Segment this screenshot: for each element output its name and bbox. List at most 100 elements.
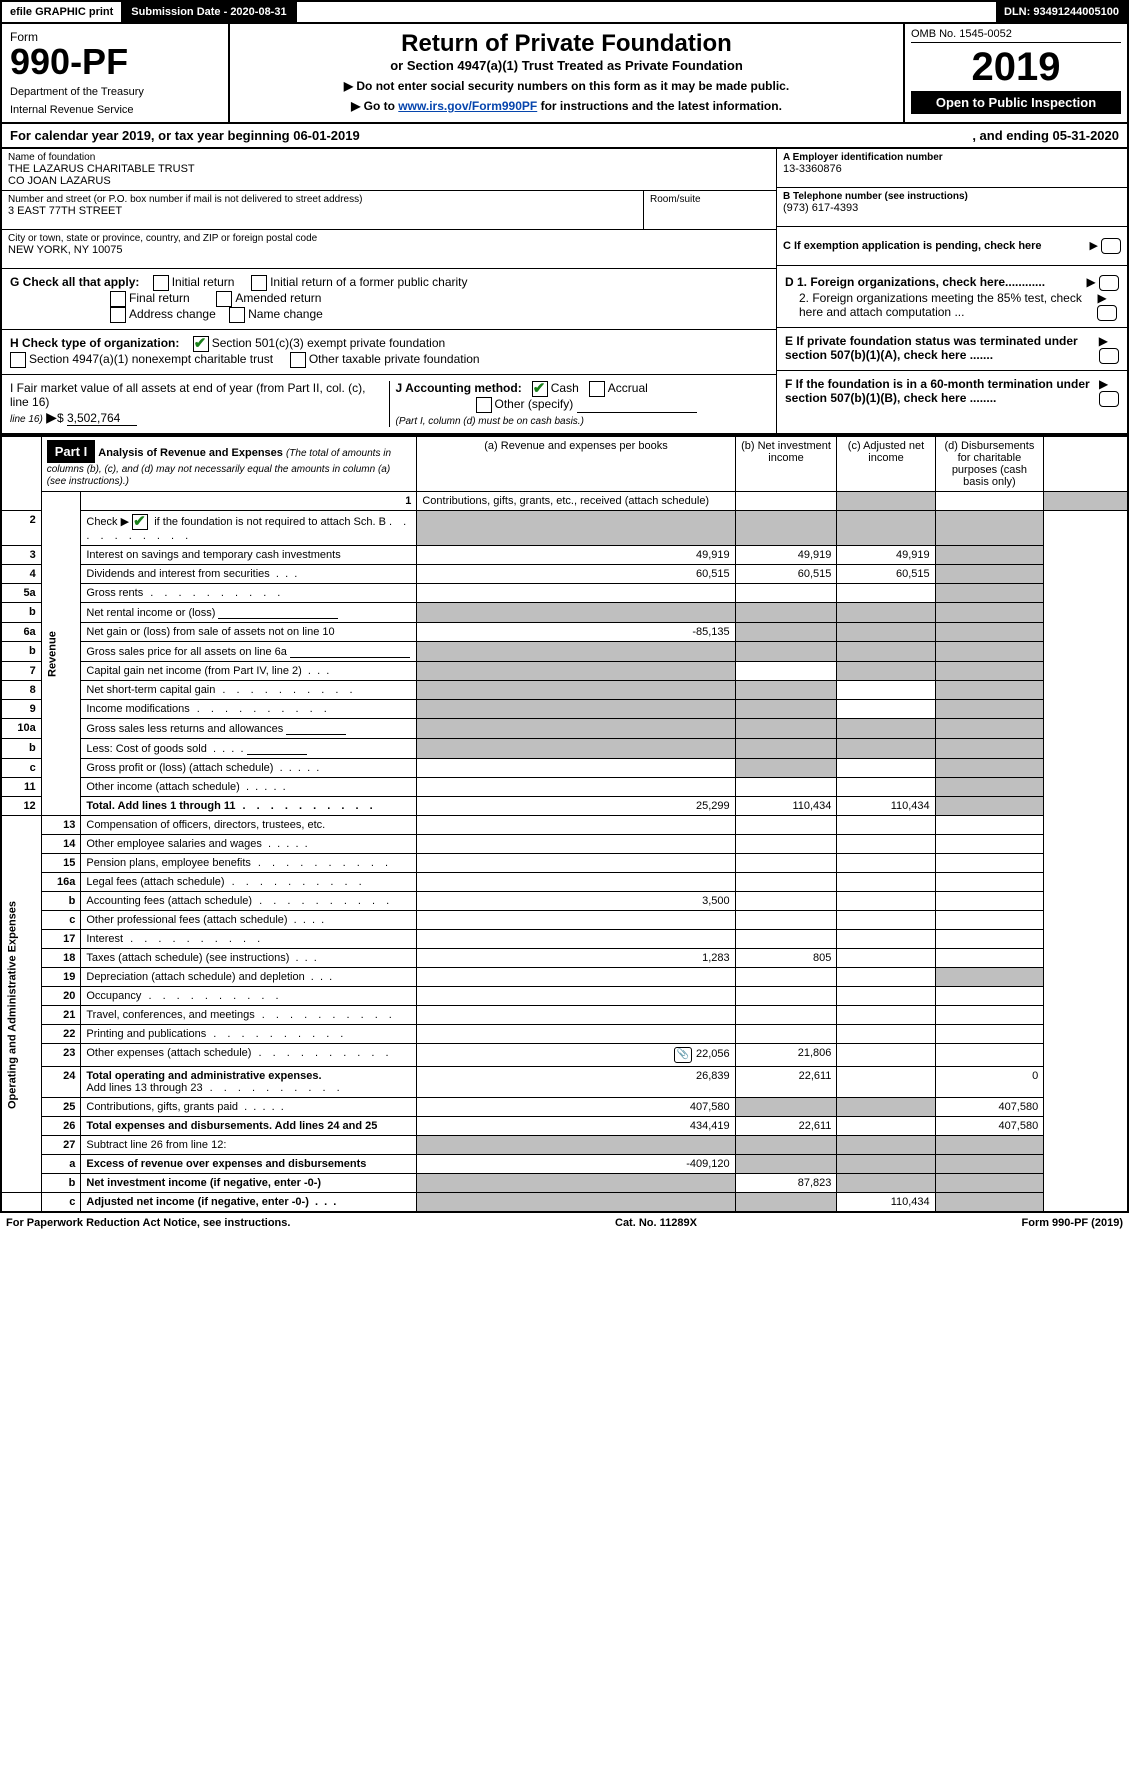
info-left-col: Name of foundation THE LAZARUS CHARITABL… <box>2 149 777 269</box>
ein-label: A Employer identification number <box>783 152 1121 163</box>
row27-desc: Subtract line 26 from line 12: <box>81 1136 417 1155</box>
row2-checkbox[interactable] <box>132 514 148 530</box>
row23-desc: Other expenses (attach schedule) <box>81 1044 417 1067</box>
room-cell: Room/suite <box>644 191 776 230</box>
city-label: City or town, state or province, country… <box>8 233 770 244</box>
row1-desc: Contributions, gifts, grants, etc., rece… <box>417 492 735 511</box>
row2-pre: Check ▶ <box>86 516 129 528</box>
h-4947-checkbox[interactable] <box>10 352 26 368</box>
h-other-checkbox[interactable] <box>290 352 306 368</box>
row19-desc: Depreciation (attach schedule) and deple… <box>81 968 417 987</box>
h-501c3-checkbox[interactable] <box>193 336 209 352</box>
top-bar: efile GRAPHIC print Submission Date - 20… <box>0 0 1129 24</box>
r25a: 407,580 <box>417 1098 735 1117</box>
d1-checkbox[interactable] <box>1099 275 1119 291</box>
row26-desc: Total expenses and disbursements. Add li… <box>81 1117 417 1136</box>
ein-cell: A Employer identification number 13-3360… <box>777 149 1127 188</box>
j-cell: J Accounting method: Cash Accrual Other … <box>390 381 769 427</box>
r3b: 49,919 <box>735 546 837 565</box>
info-right-col: A Employer identification number 13-3360… <box>777 149 1127 269</box>
r4a: 60,515 <box>417 565 735 584</box>
j-cash-label: Cash <box>551 381 579 395</box>
efile-label: efile GRAPHIC print <box>2 2 123 22</box>
r18a: 1,283 <box>417 949 735 968</box>
row8-desc: Net short-term capital gain <box>81 681 417 700</box>
r23b: 21,806 <box>735 1044 837 1067</box>
e-checkbox[interactable] <box>1099 348 1119 364</box>
row21-desc: Travel, conferences, and meetings <box>81 1006 417 1025</box>
footer-right: Form 990-PF (2019) <box>1022 1217 1123 1229</box>
h-4947-label: Section 4947(a)(1) nonexempt charitable … <box>29 352 273 366</box>
r25d: 407,580 <box>935 1098 1044 1117</box>
g-addr-checkbox[interactable] <box>110 307 126 323</box>
d1-label: D 1. Foreign organizations, check here..… <box>785 275 1045 291</box>
part1-title: Analysis of Revenue and Expenses <box>98 447 283 459</box>
r3c: 49,919 <box>837 546 935 565</box>
h-other-label: Other taxable private foundation <box>309 352 480 366</box>
g-amended-checkbox[interactable] <box>216 291 232 307</box>
g-name-label: Name change <box>248 307 323 321</box>
ghi-left: G Check all that apply: Initial return I… <box>2 269 777 433</box>
f-checkbox[interactable] <box>1099 391 1119 407</box>
addr-label: Number and street (or P.O. box number if… <box>8 194 637 205</box>
j-other-checkbox[interactable] <box>476 397 492 413</box>
note-1: ▶ Do not enter social security numbers o… <box>240 79 893 93</box>
i-value: 3,502,764 <box>67 411 137 426</box>
row6a-desc: Net gain or (loss) from sale of assets n… <box>81 623 417 642</box>
attachment-icon[interactable]: 📎 <box>674 1047 692 1063</box>
name-label: Name of foundation <box>8 152 770 163</box>
row18-desc: Taxes (attach schedule) (see instruction… <box>81 949 417 968</box>
header: Form 990-PF Department of the Treasury I… <box>0 24 1129 124</box>
foundation-name2: CO JOAN LAZARUS <box>8 175 770 187</box>
note2-post: for instructions and the latest informat… <box>541 99 782 113</box>
part1-header: Part I <box>47 440 96 463</box>
g-initialformer-label: Initial return of a former public charit… <box>270 275 467 289</box>
row11-desc: Other income (attach schedule) . . . . . <box>81 778 417 797</box>
header-left: Form 990-PF Department of the Treasury I… <box>2 24 230 122</box>
row10a-desc: Gross sales less returns and allowances <box>81 719 417 739</box>
d2-checkbox[interactable] <box>1097 305 1117 321</box>
title-sub: or Section 4947(a)(1) Trust Treated as P… <box>240 58 893 73</box>
row27a-desc: Excess of revenue over expenses and disb… <box>81 1155 417 1174</box>
city-value: NEW YORK, NY 10075 <box>8 244 770 256</box>
address-cell: Number and street (or P.O. box number if… <box>2 191 644 230</box>
r24d: 0 <box>935 1067 1044 1098</box>
g-initial-checkbox[interactable] <box>153 275 169 291</box>
j-cash-checkbox[interactable] <box>532 381 548 397</box>
row16b-desc: Accounting fees (attach schedule) <box>81 892 417 911</box>
r26b: 22,611 <box>735 1117 837 1136</box>
j-other-blank[interactable] <box>577 400 697 413</box>
c-checkbox[interactable] <box>1101 238 1121 254</box>
col-a-header: (a) Revenue and expenses per books <box>417 436 735 492</box>
dept-line1: Department of the Treasury <box>10 86 220 98</box>
header-right: OMB No. 1545-0052 2019 Open to Public In… <box>903 24 1127 122</box>
r23a: 📎22,056 <box>417 1044 735 1067</box>
col-c-header: (c) Adjusted net income <box>837 436 935 492</box>
g-initialformer-checkbox[interactable] <box>251 275 267 291</box>
row7-desc: Capital gain net income (from Part IV, l… <box>81 662 417 681</box>
r27c-c: 110,434 <box>837 1193 935 1213</box>
j-note: (Part I, column (d) must be on cash basi… <box>396 416 584 427</box>
g-final-checkbox[interactable] <box>110 291 126 307</box>
h-label: H Check type of organization: <box>10 336 179 350</box>
irs-link[interactable]: www.irs.gov/Form990PF <box>398 99 537 113</box>
e-row: E If private foundation status was termi… <box>777 328 1127 371</box>
e-label: E If private foundation status was termi… <box>785 334 1099 364</box>
j-accrual-checkbox[interactable] <box>589 381 605 397</box>
row2-desc: Check ▶ if the foundation is not require… <box>81 511 417 546</box>
row20-desc: Occupancy <box>81 987 417 1006</box>
row14-desc: Other employee salaries and wages . . . … <box>81 835 417 854</box>
c-label: C If exemption application is pending, c… <box>783 240 1042 252</box>
g-name-checkbox[interactable] <box>229 307 245 323</box>
note2-pre: ▶ Go to <box>351 99 398 113</box>
tel-label: B Telephone number (see instructions) <box>783 191 1121 202</box>
foundation-name1: THE LAZARUS CHARITABLE TRUST <box>8 163 770 175</box>
room-label: Room/suite <box>650 194 770 205</box>
submission-date: Submission Date - 2020-08-31 <box>123 2 296 22</box>
row9-desc: Income modifications <box>81 700 417 719</box>
i-cell: I Fair market value of all assets at end… <box>10 381 390 427</box>
row2-post: if the foundation is not required to att… <box>154 516 386 528</box>
row6b-desc: Gross sales price for all assets on line… <box>81 642 417 662</box>
row10b-desc: Less: Cost of goods sold . . . . <box>81 739 417 759</box>
col-d-header: (d) Disbursements for charitable purpose… <box>935 436 1044 492</box>
